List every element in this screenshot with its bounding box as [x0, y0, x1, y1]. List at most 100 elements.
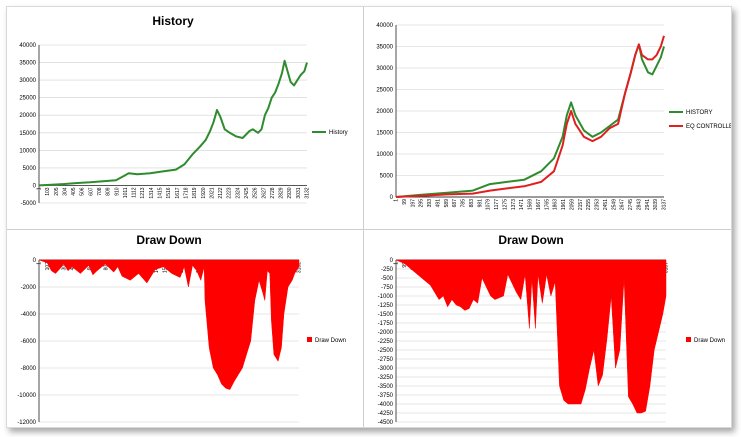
- x-tick-label: 1819: [192, 187, 198, 198]
- y-tick-label: -3250: [378, 375, 394, 381]
- x-tick-label: 809: [104, 262, 110, 271]
- x-tick-label: 405: [71, 187, 77, 196]
- y-tick-label: 30000: [376, 66, 393, 72]
- x-tick-label: 809: [106, 187, 112, 196]
- legend-label: EQ CONTROLLED: [686, 124, 731, 130]
- x-tick-label: 2745: [628, 199, 634, 210]
- chart-title: Draw Down: [498, 233, 563, 247]
- x-tick-label: 1079: [486, 199, 492, 210]
- y-tick-label: 20000: [19, 113, 36, 119]
- x-tick-label: 1765: [544, 199, 550, 210]
- y-tick-label: -2750: [378, 357, 394, 363]
- series-line-history: [38, 59, 308, 187]
- x-tick-label: 1569: [528, 199, 534, 210]
- history-chart: History400003500030000250002000015000100…: [19, 14, 348, 207]
- x-tick-label: 687: [452, 199, 458, 208]
- y-tick-label: 0: [33, 183, 37, 189]
- y-tick-label: 30000: [19, 78, 36, 84]
- chart-title: Draw Down: [136, 233, 201, 247]
- x-tick-label: 2451: [603, 199, 609, 210]
- chart-panel: History 40000 35000 30000 25000 20000 15000 100…: [6, 6, 732, 428]
- y-tick-label: 25000: [19, 96, 36, 102]
- x-tick-label: 1471: [519, 199, 525, 210]
- x-tick-label: 2157: [578, 199, 584, 210]
- y-tick-label: -2250: [378, 339, 394, 345]
- y-tick-label: 5000: [380, 174, 394, 180]
- x-tick-label: 2627: [261, 187, 267, 198]
- x-tick-label: 589: [444, 199, 450, 208]
- legend-swatch: [686, 337, 691, 342]
- x-tick-label: 197: [410, 199, 416, 208]
- y-tick-label: 0: [33, 258, 37, 264]
- x-tick-label: 1920: [201, 187, 207, 198]
- series-area-drawdown: [395, 259, 667, 414]
- legend-label: History: [329, 130, 348, 136]
- x-tick-label: 981: [477, 199, 483, 208]
- drawdown-left-chart: Draw Down 0 -2000 -4000 -6000 -8000 -10000 -120…: [17, 233, 346, 426]
- x-tick-label: 910: [114, 187, 120, 196]
- series-line-history: [395, 43, 665, 198]
- x-tick-label: 1: [37, 262, 43, 265]
- x-tick-label: 205: [54, 187, 60, 196]
- series-area-drawdown: [38, 259, 300, 390]
- y-tick-label: -3750: [378, 393, 394, 399]
- y-tick-label: -12000: [17, 420, 36, 426]
- x-tick-label: 99: [402, 262, 408, 268]
- y-tick-label: -4500: [378, 420, 394, 426]
- y-tick-label: 40000: [376, 23, 393, 29]
- y-tick-label: 10000: [376, 152, 393, 158]
- x-tick-label: 3137: [664, 262, 670, 273]
- x-tick-label: 2425: [244, 187, 250, 198]
- x-tick-label: 103: [45, 187, 51, 196]
- x-tick-label: 295: [419, 199, 425, 208]
- y-tick-label: 0: [390, 195, 394, 201]
- x-tick-label: 3031: [296, 187, 302, 198]
- x-tick-label: 393: [427, 199, 433, 208]
- x-tick-label: 1718: [183, 187, 189, 198]
- y-tick-label: 35000: [19, 61, 36, 67]
- x-tick-label: 785: [461, 199, 467, 208]
- y-tick-label: -250: [381, 267, 394, 273]
- y-tick-label: -6000: [21, 339, 37, 345]
- legend-swatch: [307, 337, 312, 342]
- x-tick-label: 2829: [279, 187, 285, 198]
- y-tick-label: -1000: [378, 294, 394, 300]
- x-tick-label: 1112: [132, 187, 138, 198]
- x-tick-label: 2526: [253, 187, 259, 198]
- x-tick-label: 2647: [620, 199, 626, 210]
- x-tick-label: 1415: [158, 187, 164, 198]
- x-tick-label: 2843: [636, 199, 642, 210]
- drawdown-right-chart: Draw Down 0 -250 -500 -750 -1000 -1250 -1500 -17…: [378, 233, 725, 426]
- legend-label: Draw Down: [694, 338, 725, 344]
- x-tick-label: 1617: [175, 187, 181, 198]
- y-tick-label: 15000: [376, 131, 393, 137]
- x-tick-label: 708: [97, 187, 103, 196]
- y-tick-label: 10000: [19, 148, 36, 154]
- history-eq-controlled-chart: 40000 35000 30000 25000 20000 15000 10000 5000 0…: [376, 23, 731, 210]
- y-tick-label: -2000: [378, 330, 394, 336]
- y-tick-label: -2500: [378, 348, 394, 354]
- chart-title: History: [152, 14, 194, 28]
- x-tick-label: 1213: [140, 187, 146, 198]
- x-tick-label: 304: [62, 262, 68, 271]
- y-tick-label: 20000: [376, 109, 393, 115]
- x-tick-label: 2941: [645, 199, 651, 210]
- x-tick-label: 2059: [569, 199, 575, 210]
- x-tick-label: 2021: [209, 187, 215, 198]
- x-tick-label: 1: [37, 187, 43, 190]
- y-tick-label: 5000: [23, 166, 37, 172]
- x-tick-label: 304: [62, 187, 68, 196]
- y-tick-label: 0: [390, 258, 394, 264]
- x-tick-label: 3132: [305, 187, 311, 198]
- x-tick-label: 1667: [536, 199, 542, 210]
- x-tick-label: 2324: [235, 187, 241, 198]
- y-tick-label: -750: [381, 285, 394, 291]
- series-line-eq-controlled: [395, 35, 665, 198]
- x-tick-label: 1314: [149, 187, 155, 198]
- y-tick-label: 25000: [376, 88, 393, 94]
- y-tick-label: -2000: [21, 285, 37, 291]
- y-tick-label: 35000: [376, 45, 393, 51]
- x-tick-label: 1: [394, 262, 400, 265]
- y-tick-label: -10000: [17, 393, 36, 399]
- x-tick-label: 491: [435, 199, 441, 208]
